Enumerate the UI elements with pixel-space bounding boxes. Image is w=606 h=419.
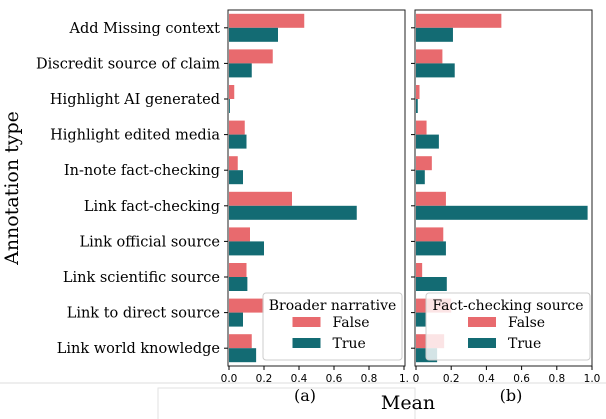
bar-true [416,134,439,149]
x-tick-label: 0.2 [443,373,460,385]
y-tick-label: Link fact-checking [84,199,220,215]
x-tick-label: 1. [399,373,409,385]
x-tick-label: 0.8 [548,373,565,385]
bar-true [229,205,357,220]
bar-true [416,63,455,78]
legend-swatch-true [292,338,321,348]
legend-title: Fact-checking source [432,298,583,314]
y-tick-label: Highlight AI generated [50,92,220,108]
x-tick-label: 1.0 [584,373,601,385]
x-tick-label: 0.2 [256,373,273,385]
bar-true [416,205,588,220]
y-tick-label: Link official source [80,234,220,250]
legend-box [425,292,591,361]
x-tick-label: 0 [413,373,420,385]
bar-false [229,298,264,313]
bar-true [229,99,230,113]
x-tick-label: 0.0 [221,373,238,385]
bar-true [416,99,418,113]
bar-true [416,277,447,291]
bar-false [416,49,443,64]
bar-true [416,170,425,185]
bar-false [229,191,292,206]
y-axis-label: Annotation type [1,111,23,266]
bar-false [416,13,502,28]
bar-true [416,27,453,42]
legend-label-false: False [333,315,370,331]
bar-true [416,312,426,327]
bar-false [229,13,305,28]
legend-label-false: False [508,315,545,331]
bar-false [416,156,432,171]
bar-true [229,27,278,42]
y-tick-label: Highlight edited media [50,128,220,144]
x-tick-label: 0.4 [291,373,308,385]
y-tick-label: Discredit source of claim [36,56,220,72]
bar-false [229,334,252,349]
bar-false [416,227,444,242]
bar-false [229,263,247,277]
bar-false [229,120,245,135]
bar-false [416,263,423,277]
x-tick-label: 0.8 [361,373,378,385]
legend-label-true: True [508,336,541,352]
y-tick-label: Add Missing context [69,21,221,37]
legend-swatch-false [468,317,496,327]
bar-true [229,312,243,327]
panel-b: 0 0.2 0.4 0.6 0.8 1.0 Fact-checking sourceFals… [411,9,601,385]
y-tick-label: Link world knowledge [57,341,220,357]
legend-swatch-true [468,338,496,348]
legend-label-true: True [333,336,366,352]
x-tick-label: 0.6 [513,373,530,385]
panel-label-b: (b) [500,386,523,405]
bar-false [416,191,446,206]
panel-label-a: (a) [294,386,316,405]
plot-frame [414,9,593,367]
bar-true [416,241,446,256]
y-tick-label: Link scientific source [63,270,220,286]
legend-title: Broader narrative [269,298,397,314]
bar-true [229,241,264,256]
bar-false [416,85,420,99]
y-tick-label: In-note fact-checking [64,163,220,179]
x-tick-label: 0.6 [326,373,343,385]
y-tick-label: Link to direct source [67,306,220,322]
caption-box [157,387,416,419]
bar-true [229,348,257,363]
bar-true [229,134,247,149]
bar-true [229,170,243,185]
bar-true [229,277,248,291]
bar-false [229,49,273,64]
legend-swatch-false [292,317,321,327]
bar-false [229,227,250,242]
panel-a: Add Missing context Discredit source of c… [36,9,409,385]
bar-false [229,85,235,99]
bar-false [229,156,238,171]
bar-false [416,120,427,135]
x-axis-label: Mean [381,392,435,414]
x-tick-label: 0.4 [478,373,495,385]
plot-frame [227,9,406,367]
bar-true [229,63,252,78]
